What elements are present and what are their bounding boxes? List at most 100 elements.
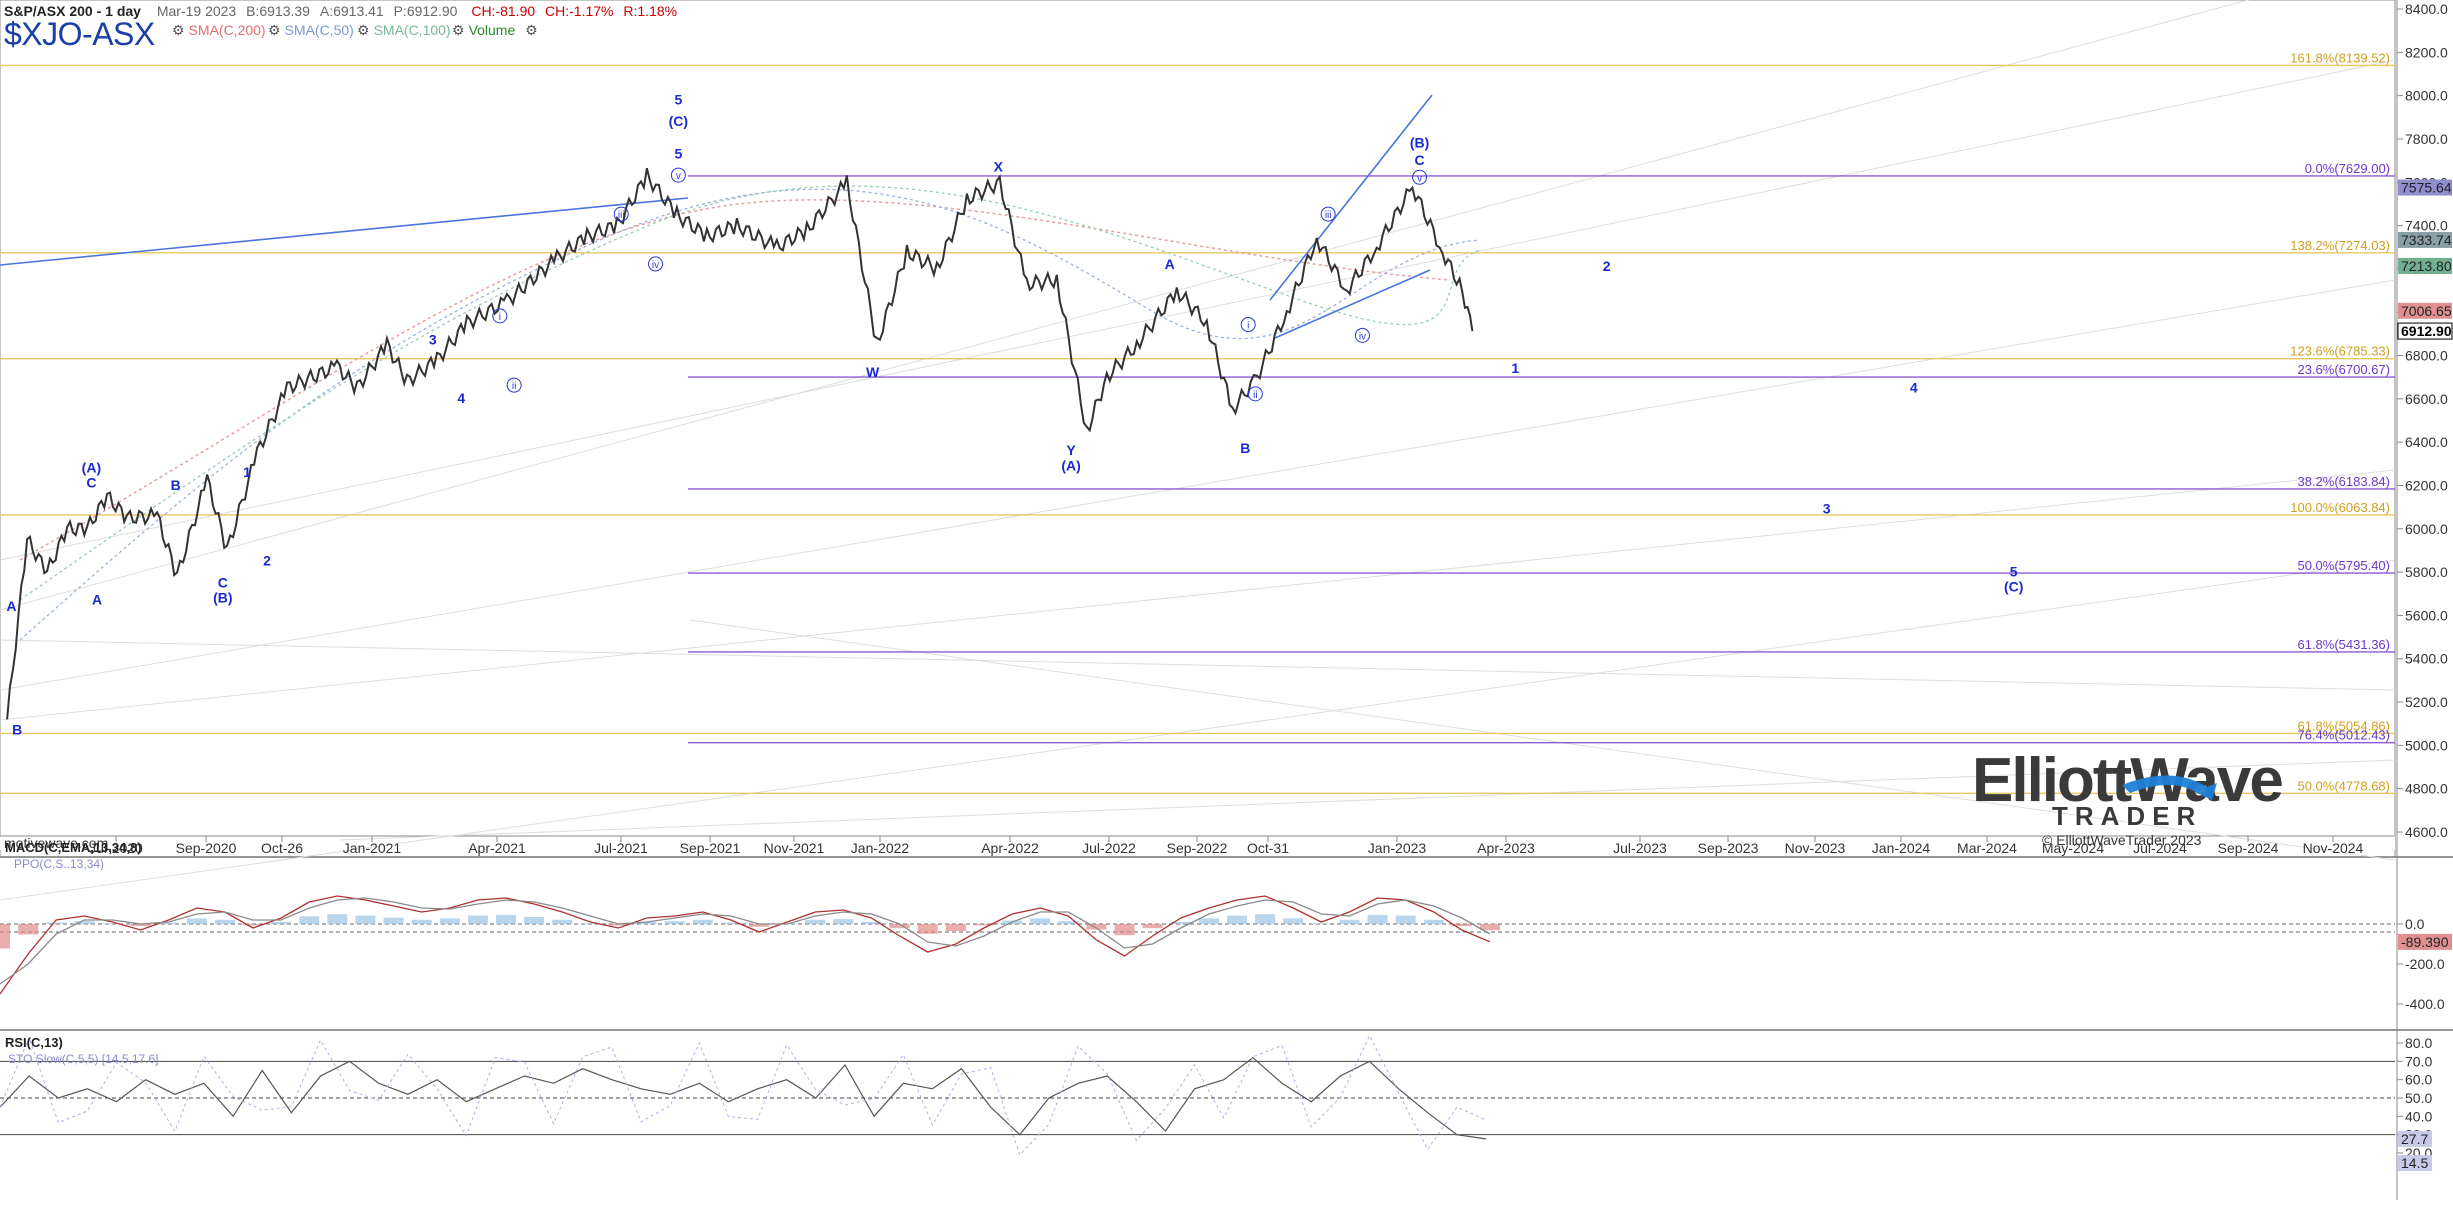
macd-histogram-bar bbox=[1114, 924, 1135, 936]
macd-histogram-bar bbox=[439, 918, 460, 924]
macd-histogram-bar bbox=[552, 919, 573, 924]
rsi-marker-label: 27.7 bbox=[2401, 1131, 2428, 1147]
legend-label: SMA(C,50) bbox=[284, 22, 354, 38]
wave-label-circle bbox=[670, 167, 686, 183]
date-tick-label: Sep-2021 bbox=[680, 840, 741, 856]
macd-marker-box bbox=[2398, 933, 2452, 950]
date-tick-label: Sep-2022 bbox=[1167, 840, 1228, 856]
price-tick-label: 4800.0 bbox=[2405, 781, 2448, 797]
price-tick-label: 4600.0 bbox=[2405, 824, 2448, 840]
wave-label: (A) bbox=[1061, 457, 1080, 473]
rsi-tick-label: 60.0 bbox=[2405, 1072, 2432, 1088]
macd-histogram-bar bbox=[608, 924, 629, 926]
rsi-title: RSI(C,13) bbox=[5, 1035, 63, 1050]
symbol-title: S&P/ASX 200 - 1 day bbox=[4, 3, 141, 19]
wave-label-circle bbox=[1354, 327, 1370, 343]
website-label: motivewave.com bbox=[4, 835, 109, 851]
legend-volume[interactable]: ⚙ Volume ⚙ bbox=[452, 22, 542, 39]
macd-histogram-bar bbox=[945, 924, 966, 931]
legend-sma50[interactable]: ⚙ SMA(C,50) bbox=[268, 22, 354, 39]
date-tick-label: Jul-2020 bbox=[89, 840, 143, 856]
fib-level-label: 23.6%(6700.67) bbox=[2297, 362, 2390, 377]
header-ask: A:6913.41 bbox=[319, 3, 384, 19]
price-tick-label: 5600.0 bbox=[2405, 607, 2448, 623]
wave-label: 4 bbox=[1910, 379, 1918, 395]
macd-histogram-bar bbox=[74, 921, 95, 924]
wave-label: A bbox=[6, 598, 16, 614]
price-tick-label: 6400.0 bbox=[2405, 434, 2448, 450]
date-tick-label: Oct-31 bbox=[1247, 840, 1289, 856]
rsi-tick-label: 50.0 bbox=[2405, 1090, 2432, 1106]
wave-label: v bbox=[676, 171, 681, 182]
date-tick-label: Nov-2021 bbox=[764, 840, 825, 856]
date-tick-label: May-2024 bbox=[2042, 840, 2104, 856]
wave-label: ii bbox=[512, 381, 516, 392]
wave-label: B bbox=[12, 722, 22, 738]
gear-icon[interactable]: ⚙ bbox=[268, 22, 281, 38]
date-tick-label: Nov-2023 bbox=[1785, 840, 1846, 856]
wave-label: 1 bbox=[1511, 360, 1519, 376]
price-tick-label: 6600.0 bbox=[2405, 391, 2448, 407]
macd-histogram-bar bbox=[1170, 921, 1191, 924]
gear-icon[interactable]: ⚙ bbox=[172, 22, 185, 38]
date-tick-label: Apr-2023 bbox=[1477, 840, 1535, 856]
wave-label: (A) bbox=[82, 459, 101, 475]
header-bid: B:6913.39 bbox=[246, 3, 310, 19]
macd-histogram-bar bbox=[1086, 924, 1107, 930]
price-marker-box bbox=[2397, 322, 2453, 340]
price-tick-label: 5200.0 bbox=[2405, 694, 2448, 710]
wave-label: 3 bbox=[429, 332, 437, 348]
price-marker-box bbox=[2398, 179, 2452, 196]
price-tick-label: 5800.0 bbox=[2405, 564, 2448, 580]
macd-histogram-bar bbox=[1198, 918, 1219, 924]
macd-histogram-bar bbox=[973, 924, 994, 926]
fib-level-label: 38.2%(6183.84) bbox=[2297, 474, 2390, 489]
legend-sma200[interactable]: ⚙ SMA(C,200) bbox=[172, 22, 266, 39]
wave-label: 2 bbox=[263, 553, 271, 569]
macd-histogram-bar bbox=[130, 924, 151, 927]
macd-histogram-bar bbox=[1311, 923, 1332, 924]
trendline-channel bbox=[1274, 269, 1431, 339]
wave-label: i bbox=[1247, 321, 1249, 332]
rsi-tick-label: 40.0 bbox=[2405, 1108, 2432, 1124]
date-axis-band bbox=[0, 836, 2395, 850]
legend-sma100[interactable]: ⚙ SMA(C,100) bbox=[357, 22, 451, 39]
header-range: R:1.18% bbox=[623, 3, 678, 19]
wave-label: 5 bbox=[2010, 563, 2018, 579]
price-series-line bbox=[6, 167, 1474, 720]
macd-histogram-bar bbox=[46, 922, 67, 924]
wave-label: Y bbox=[1066, 442, 1076, 458]
legend-label: SMA(C,100) bbox=[373, 22, 451, 38]
macd-histogram-bar bbox=[271, 921, 292, 924]
fib-level-label: 0.0%(7629.00) bbox=[2305, 161, 2390, 176]
macd-histogram-bar bbox=[1030, 918, 1051, 924]
date-tick-label: Mar-2024 bbox=[1957, 840, 2017, 856]
rsi-legend: STO Slow(C,5,5) [14.5,17.6] bbox=[8, 1052, 159, 1066]
date-tick-label: Jul-2024 bbox=[2133, 840, 2187, 856]
macd-histogram-bar bbox=[889, 924, 910, 929]
date-tick-label: Sep-2024 bbox=[2218, 840, 2279, 856]
wave-label-circle bbox=[506, 377, 522, 393]
trendline-channel bbox=[0, 197, 689, 266]
macd-histogram-bar bbox=[1451, 924, 1472, 927]
gear-icon[interactable]: ⚙ bbox=[525, 22, 538, 38]
wave-label: W bbox=[866, 364, 880, 380]
wave-label: 4 bbox=[457, 390, 465, 406]
macd-histogram-bar bbox=[158, 922, 179, 924]
wave-label: A bbox=[1165, 256, 1175, 272]
wave-label: C bbox=[218, 574, 228, 590]
fib-level-label: 76.4%(5012.43) bbox=[2297, 728, 2390, 743]
gear-icon[interactable]: ⚙ bbox=[452, 22, 465, 38]
macd-histogram-bar bbox=[214, 919, 235, 924]
wave-label: 1 bbox=[243, 464, 251, 480]
gear-icon[interactable]: ⚙ bbox=[357, 22, 370, 38]
rsi-tick-label: 80.0 bbox=[2405, 1035, 2432, 1051]
fib-level-label: 100.0%(6063.84) bbox=[2290, 500, 2390, 515]
wave-label: B bbox=[171, 477, 181, 493]
price-tick-label: 5400.0 bbox=[2405, 651, 2448, 667]
macd-histogram-bar bbox=[917, 924, 938, 934]
macd-tick-label: -400.0 bbox=[2405, 996, 2445, 1012]
wave-label: X bbox=[994, 158, 1004, 174]
macd-histogram-bar bbox=[1480, 924, 1500, 931]
date-tick-label: Sep-2023 bbox=[1698, 840, 1759, 856]
